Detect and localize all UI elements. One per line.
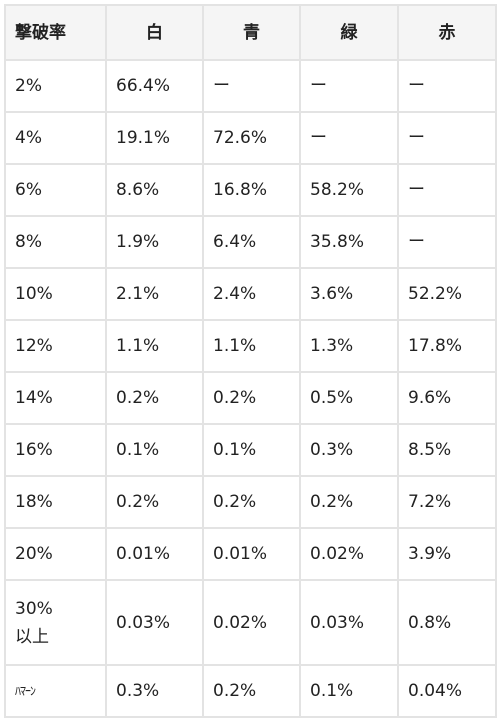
table-row: ﾊﾏｰﾝ 0.3% 0.2% 0.1% 0.04% — [4, 664, 497, 718]
value-cell: 8.5% — [397, 423, 497, 477]
rate-cell: 10% — [4, 267, 107, 321]
value-cell: 58.2% — [299, 163, 399, 217]
header-row: 撃破率 白 青 緑 赤 — [4, 4, 497, 61]
header-red: 赤 — [397, 4, 497, 61]
value-cell: 2.4% — [202, 267, 301, 321]
table-row: 30% 以上 0.03% 0.02% 0.03% 0.8% — [4, 579, 497, 666]
value-cell: 52.2% — [397, 267, 497, 321]
value-cell: 0.3% — [299, 423, 399, 477]
value-cell: 1.1% — [105, 319, 204, 373]
value-cell: 1.9% — [105, 215, 204, 269]
rate-cell: 20% — [4, 527, 107, 581]
value-cell: 0.2% — [299, 475, 399, 529]
value-cell: 0.1% — [299, 664, 399, 718]
table-row: 6% 8.6% 16.8% 58.2% ー — [4, 163, 497, 217]
value-cell: 3.6% — [299, 267, 399, 321]
header-green: 緑 — [299, 4, 399, 61]
value-cell: 0.1% — [105, 423, 204, 477]
value-cell: ー — [397, 59, 497, 113]
rate-cell: 30% 以上 — [4, 579, 107, 666]
value-cell: 0.5% — [299, 371, 399, 425]
value-cell: ー — [397, 215, 497, 269]
value-cell: 17.8% — [397, 319, 497, 373]
rate-cell: 18% — [4, 475, 107, 529]
table-row: 12% 1.1% 1.1% 1.3% 17.8% — [4, 319, 497, 373]
table-row: 20% 0.01% 0.01% 0.02% 3.9% — [4, 527, 497, 581]
value-cell: 0.01% — [105, 527, 204, 581]
table-row: 8% 1.9% 6.4% 35.8% ー — [4, 215, 497, 269]
table-row: 10% 2.1% 2.4% 3.6% 52.2% — [4, 267, 497, 321]
value-cell: 72.6% — [202, 111, 301, 165]
header-blue: 青 — [202, 4, 301, 61]
value-cell: ー — [397, 111, 497, 165]
value-cell: ー — [299, 111, 399, 165]
drop-rate-table: 撃破率 白 青 緑 赤 2% 66.4% ー ー ー 4% 19.1% 72.6… — [4, 4, 497, 718]
rate-cell: 6% — [4, 163, 107, 217]
rate-cell: 2% — [4, 59, 107, 113]
value-cell: 6.4% — [202, 215, 301, 269]
value-cell: ー — [397, 163, 497, 217]
value-cell: 0.01% — [202, 527, 301, 581]
value-cell: 0.04% — [397, 664, 497, 718]
value-cell: 0.2% — [202, 475, 301, 529]
rate-cell: ﾊﾏｰﾝ — [4, 664, 107, 718]
value-cell: 35.8% — [299, 215, 399, 269]
value-cell: 0.02% — [299, 527, 399, 581]
table-row: 14% 0.2% 0.2% 0.5% 9.6% — [4, 371, 497, 425]
table-row: 4% 19.1% 72.6% ー ー — [4, 111, 497, 165]
rate-cell: 16% — [4, 423, 107, 477]
value-cell: 7.2% — [397, 475, 497, 529]
value-cell: 1.1% — [202, 319, 301, 373]
table-body: 2% 66.4% ー ー ー 4% 19.1% 72.6% ー ー 6% 8.6… — [4, 59, 497, 718]
value-cell: 2.1% — [105, 267, 204, 321]
header-white: 白 — [105, 4, 204, 61]
table-row: 18% 0.2% 0.2% 0.2% 7.2% — [4, 475, 497, 529]
value-cell: ー — [202, 59, 301, 113]
rate-cell: 12% — [4, 319, 107, 373]
value-cell: 0.03% — [299, 579, 399, 666]
value-cell: 16.8% — [202, 163, 301, 217]
rate-cell: 4% — [4, 111, 107, 165]
value-cell: 0.2% — [105, 371, 204, 425]
value-cell: ー — [299, 59, 399, 113]
value-cell: 8.6% — [105, 163, 204, 217]
value-cell: 19.1% — [105, 111, 204, 165]
value-cell: 1.3% — [299, 319, 399, 373]
value-cell: 9.6% — [397, 371, 497, 425]
value-cell: 0.2% — [202, 664, 301, 718]
value-cell: 0.3% — [105, 664, 204, 718]
table-row: 16% 0.1% 0.1% 0.3% 8.5% — [4, 423, 497, 477]
rate-cell: 14% — [4, 371, 107, 425]
header-rate: 撃破率 — [4, 4, 107, 61]
value-cell: 0.2% — [202, 371, 301, 425]
value-cell: 0.03% — [105, 579, 204, 666]
rate-cell: 8% — [4, 215, 107, 269]
value-cell: 3.9% — [397, 527, 497, 581]
table-row: 2% 66.4% ー ー ー — [4, 59, 497, 113]
value-cell: 0.02% — [202, 579, 301, 666]
value-cell: 0.8% — [397, 579, 497, 666]
value-cell: 66.4% — [105, 59, 204, 113]
value-cell: 0.2% — [105, 475, 204, 529]
value-cell: 0.1% — [202, 423, 301, 477]
